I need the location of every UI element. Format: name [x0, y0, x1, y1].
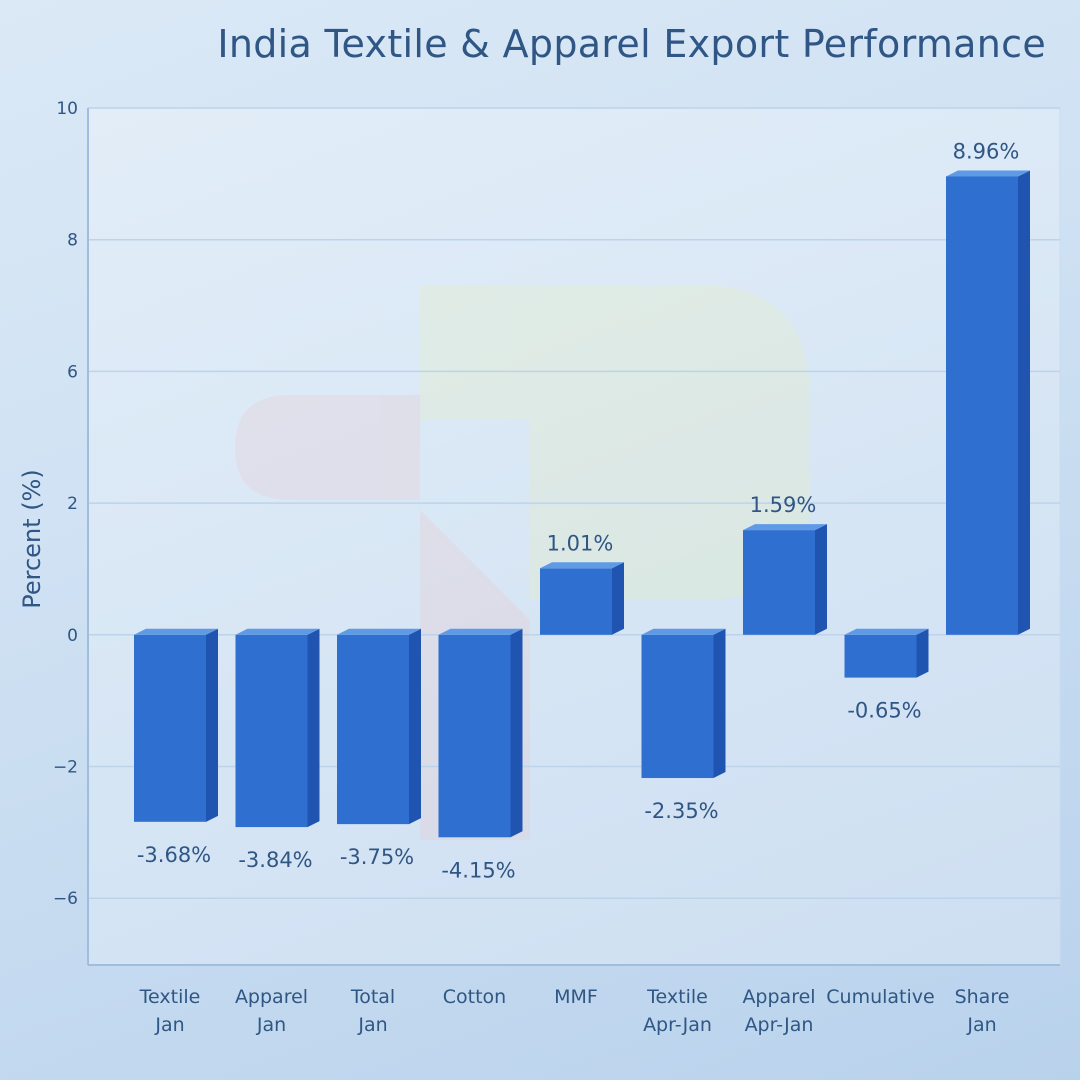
bar-top [946, 170, 1030, 177]
bar-group [946, 170, 1030, 635]
bar-top [641, 628, 726, 635]
bar [743, 530, 815, 635]
x-tick-label: Share [955, 986, 1010, 1008]
bar-group [743, 524, 827, 635]
bar-top [438, 628, 523, 635]
x-tick-label: Cumulative [826, 986, 934, 1008]
x-tick-label: Textile [139, 986, 201, 1008]
data-label: -3.68% [137, 843, 211, 867]
x-tick-label: Jan [154, 1014, 184, 1036]
bar-group [337, 628, 421, 825]
data-label: -3.75% [340, 845, 414, 869]
x-tick-label: Textile [646, 986, 708, 1008]
bar-side [307, 628, 320, 828]
x-tick-label: Apparel [235, 986, 308, 1008]
bar-group [540, 562, 624, 635]
chart-title: India Textile & Apparel Export Performan… [217, 22, 1046, 66]
bar [540, 568, 612, 635]
bar-side [612, 562, 624, 635]
y-tick-label: 6 [67, 362, 78, 382]
y-axis-label: Percent (%) [18, 469, 46, 609]
data-label: -3.84% [238, 848, 312, 872]
bar-side [206, 628, 218, 822]
bar-side [815, 524, 827, 635]
bar-top [235, 628, 320, 635]
y-tick-label: −6 [53, 889, 78, 909]
bar-side [916, 628, 929, 678]
bar-top [743, 524, 827, 531]
bar-side [713, 628, 726, 779]
data-label: 1.01% [547, 531, 614, 555]
x-tick-label: Jan [357, 1014, 387, 1036]
data-label: -0.65% [847, 699, 921, 723]
x-tick-label: Total [350, 986, 395, 1008]
bar [641, 634, 714, 779]
x-tick-label: MMF [554, 986, 598, 1008]
bar-group [844, 628, 929, 678]
x-tick-label: Jan [966, 1014, 996, 1036]
y-tick-label: 0 [67, 626, 78, 646]
y-tick-label: 10 [56, 99, 78, 119]
bar [946, 176, 1018, 635]
y-tick-label: −2 [53, 758, 78, 778]
bar-top [540, 562, 624, 569]
x-tick-label: Apr-Jan [745, 1014, 814, 1036]
x-tick-label: Apr-Jan [643, 1014, 712, 1036]
data-label: 8.96% [953, 139, 1020, 163]
bar-group [235, 628, 320, 828]
bar [844, 634, 917, 678]
bar-top [134, 628, 218, 635]
bar-top [844, 628, 929, 635]
bar-top [337, 628, 421, 635]
bar [134, 634, 206, 822]
data-label: 1.59% [750, 493, 817, 517]
bar-side [409, 628, 421, 825]
y-tick-label: 2 [67, 494, 78, 514]
bar-side [510, 628, 523, 838]
bar [438, 634, 511, 838]
x-tick-label: Apparel [742, 986, 815, 1008]
data-label: -2.35% [644, 799, 718, 823]
y-tick-label: 8 [67, 231, 78, 251]
bar-side [1018, 170, 1030, 635]
bar [337, 634, 409, 825]
bar-group [134, 628, 218, 822]
data-label: -4.15% [441, 858, 515, 882]
bar [235, 634, 308, 828]
x-tick-label: Jan [256, 1014, 286, 1036]
x-tick-label: Cotton [443, 986, 506, 1008]
bar-group [438, 628, 523, 838]
bar-group [641, 628, 726, 779]
